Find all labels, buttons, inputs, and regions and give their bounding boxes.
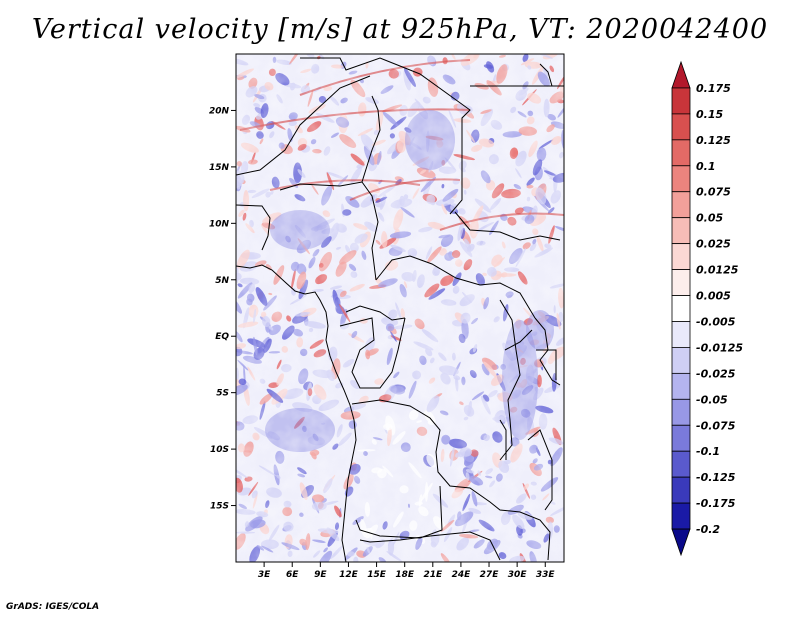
colorbar: 0.175 0.15 0.125 0.1 0.075 0.05 0.025 0.0125 0.0… — [671, 60, 743, 557]
lon-label: 33E — [536, 570, 556, 580]
colorbar-swatch — [671, 372, 691, 400]
colorbar-swatch — [671, 476, 691, 504]
lat-label: EQ — [215, 332, 229, 342]
chart-title: Vertical velocity [m/s] at 925hPa, VT: 2… — [31, 14, 769, 45]
colorbar-swatch — [671, 165, 691, 193]
lat-label: 20N — [209, 106, 230, 116]
colorbar-swatch — [671, 502, 691, 530]
colorbar-swatch — [671, 243, 691, 270]
axis-ticks: 3E 6E 9E 12E 15E 18E 21E 24E 27E 30E 33E 20N 15N 10N 5… — [209, 106, 556, 580]
colorbar-swatch — [671, 321, 691, 348]
colorbar-label: 0.075 — [696, 186, 731, 199]
colorbar-label: -0.005 — [696, 315, 736, 328]
colorbar-label: -0.0125 — [696, 341, 743, 354]
map-frame — [235, 53, 565, 563]
colorbar-swatch — [671, 269, 691, 296]
colorbar-swatch — [671, 398, 691, 426]
lon-label: 30E — [508, 570, 528, 580]
lon-label: 15E — [367, 570, 387, 580]
colorbar-label: -0.125 — [696, 471, 736, 484]
lon-label: 6E — [286, 570, 299, 580]
colorbar-label: 0.175 — [696, 82, 731, 95]
colorbar-label: 0.125 — [696, 134, 731, 147]
colorbar-swatch — [671, 217, 691, 245]
lat-label: 10S — [210, 445, 229, 455]
colorbar-label: -0.075 — [696, 419, 736, 432]
colorbar-label: 0.0125 — [696, 264, 739, 277]
lon-label: 3E — [258, 570, 271, 580]
lon-label: 18E — [395, 570, 415, 580]
colorbar-cap-top — [671, 60, 691, 89]
colorbar-swatch — [671, 139, 691, 167]
lon-label: 21E — [423, 570, 443, 580]
lat-label: 5N — [215, 276, 229, 286]
colorbar-swatch — [671, 295, 691, 322]
colorbar-swatch — [671, 450, 691, 478]
colorbar-label: -0.2 — [696, 523, 720, 536]
lon-label: 27E — [480, 570, 500, 580]
lat-label: 10N — [209, 219, 230, 229]
lat-label: 15S — [210, 502, 229, 512]
colorbar-cap-bottom — [671, 528, 691, 557]
lon-label: 24E — [452, 570, 472, 580]
country-borders — [236, 57, 564, 562]
lat-label: 5S — [216, 389, 229, 399]
colorbar-label: 0.1 — [696, 160, 716, 173]
colorbar-label: -0.175 — [696, 497, 736, 510]
colorbar-label: 0.005 — [696, 290, 731, 303]
colorbar-swatch — [671, 87, 691, 115]
colorbar-swatch — [671, 424, 691, 452]
lon-label: 12E — [339, 570, 359, 580]
colorbar-label: -0.05 — [696, 393, 728, 406]
colorbar-label: 0.05 — [696, 212, 723, 225]
colorbar-label: -0.025 — [696, 367, 736, 380]
grads-credit: GrADS: IGES/COLA — [6, 602, 100, 612]
colorbar-swatch — [671, 113, 691, 141]
lat-label: 15N — [209, 163, 230, 173]
velocity-field — [236, 54, 564, 562]
colorbar-swatch — [671, 347, 691, 374]
colorbar-label: -0.1 — [696, 445, 720, 458]
colorbar-swatch — [671, 191, 691, 219]
colorbar-label: 0.025 — [696, 238, 731, 251]
lon-label: 9E — [314, 570, 327, 580]
colorbar-label: 0.15 — [696, 108, 723, 121]
